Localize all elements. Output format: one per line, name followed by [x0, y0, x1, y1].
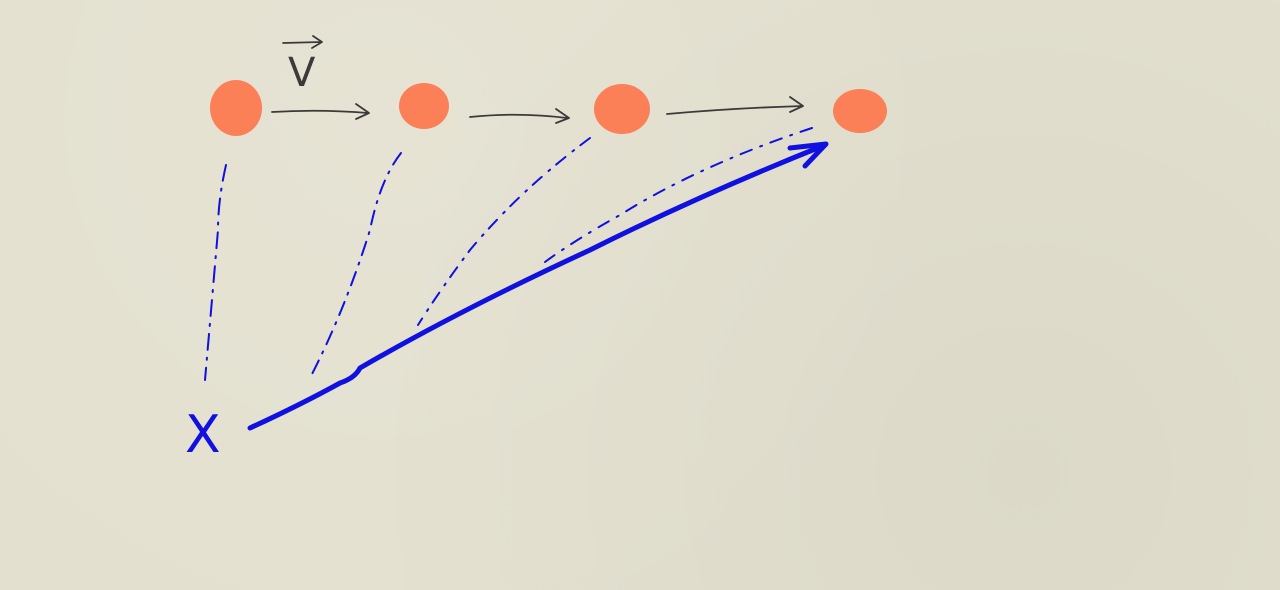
- displacement-arrow: [247, 142, 828, 431]
- step-arrow-2: [469, 108, 570, 124]
- position-dot-1: [210, 80, 262, 136]
- connection-curves-group: [204, 127, 813, 381]
- connection-curve-1: [204, 164, 227, 381]
- displacement-arrowhead-icon: [787, 141, 829, 169]
- origin-label: X: [185, 405, 221, 465]
- connection-curve-3: [417, 137, 591, 326]
- step-arrows-group: [271, 96, 804, 124]
- connection-curve-4: [544, 127, 813, 263]
- vector-arrow-icon: [282, 35, 323, 49]
- position-dot-3: [594, 84, 650, 134]
- position-dot-4: [833, 89, 887, 133]
- connection-curve-2: [309, 152, 402, 379]
- dots-group: [210, 80, 887, 136]
- position-dot-2: [399, 83, 449, 129]
- step-arrow-3: [666, 96, 804, 115]
- displacement-arrow-group: [247, 141, 829, 431]
- velocity-label-group: V: [282, 35, 323, 96]
- velocity-label: V: [288, 50, 316, 96]
- step-arrow-1: [271, 103, 370, 120]
